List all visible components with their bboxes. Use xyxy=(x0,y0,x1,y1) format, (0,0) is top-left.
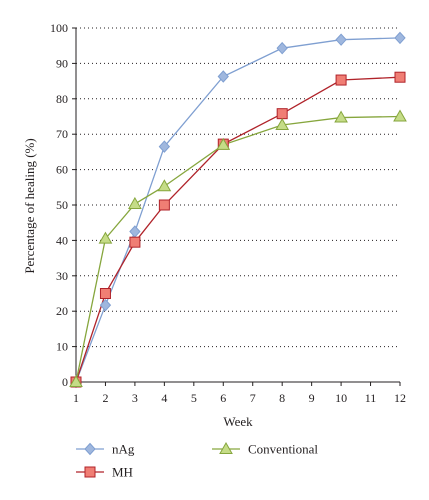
legend-marker-nag xyxy=(84,442,96,456)
data-point-mh xyxy=(335,74,347,86)
y-tick-label: 70 xyxy=(56,127,68,141)
x-tick-label: 4 xyxy=(161,391,167,405)
x-tick-label: 5 xyxy=(191,391,197,405)
x-tick-label: 11 xyxy=(365,391,377,405)
data-point-nag xyxy=(335,33,347,46)
y-axis-title: Percentage of healing (%) xyxy=(22,138,37,273)
data-point-conventional xyxy=(216,137,231,150)
x-tick-label: 12 xyxy=(394,391,406,405)
legend: nAg MH Conventional xyxy=(76,442,318,480)
y-tick-label: 10 xyxy=(56,340,68,354)
y-tick-label: 100 xyxy=(50,21,68,35)
data-point-conventional xyxy=(275,117,290,130)
y-tick-label: 90 xyxy=(56,56,68,70)
data-point-mh xyxy=(276,108,288,120)
x-tick-label: 3 xyxy=(132,391,138,405)
series-line-nag xyxy=(75,37,401,383)
series-line-conventional xyxy=(75,115,401,383)
x-tick-label: 8 xyxy=(279,391,285,405)
data-point-mh xyxy=(394,71,406,83)
y-tick-label: 30 xyxy=(56,269,68,283)
series-line-mh xyxy=(75,76,401,383)
data-point-nag xyxy=(394,31,406,45)
data-point-conventional xyxy=(393,109,407,122)
legend-marker-mh xyxy=(84,466,96,478)
x-tick-label: 10 xyxy=(335,391,347,405)
data-point-mh xyxy=(129,236,141,248)
data-point-conventional xyxy=(128,196,142,209)
data-point-mh xyxy=(158,199,170,211)
y-tick-label: 80 xyxy=(56,92,68,106)
legend-label-conventional: Conventional xyxy=(248,442,318,457)
data-point-conventional xyxy=(69,374,83,387)
data-point-nag xyxy=(217,70,229,83)
x-tick-label: 9 xyxy=(309,391,315,405)
y-tick-label: 20 xyxy=(56,304,68,318)
data-point-nag xyxy=(158,140,171,153)
x-tick-label: 7 xyxy=(250,391,256,405)
x-tick-label: 6 xyxy=(220,391,226,405)
x-tick-label: 2 xyxy=(102,391,108,405)
legend-label-mh: MH xyxy=(112,465,133,480)
legend-marker-conventional xyxy=(219,441,233,454)
data-point-conventional xyxy=(157,179,172,192)
data-point-nag xyxy=(129,225,141,238)
data-point-nag xyxy=(99,298,112,312)
y-tick-label: 60 xyxy=(56,163,68,177)
data-point-nag xyxy=(276,41,288,55)
data-point-mh xyxy=(99,288,111,299)
y-tick-label: 50 xyxy=(56,198,68,212)
y-tick-label: 0 xyxy=(62,375,68,389)
x-tick-label: 1 xyxy=(73,391,79,405)
y-tick-label: 40 xyxy=(56,233,68,247)
axes xyxy=(72,27,401,386)
x-axis-title: Week xyxy=(223,414,253,429)
data-point-conventional xyxy=(98,231,113,244)
data-point-conventional xyxy=(334,110,348,123)
series-lines xyxy=(69,31,407,389)
legend-label-nag: nAg xyxy=(112,442,135,457)
grid-lines xyxy=(76,27,400,348)
